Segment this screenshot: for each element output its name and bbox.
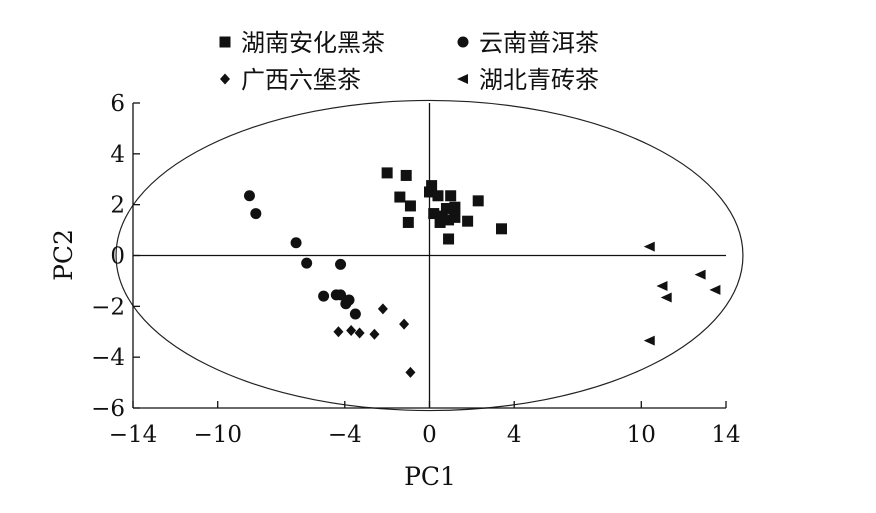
x-tick-label: −14 — [109, 422, 158, 448]
y-tick-label: −4 — [91, 345, 125, 371]
legend-label: 广西六堡茶 — [241, 66, 361, 94]
data-point-square — [449, 201, 461, 213]
x-tick-label: 4 — [507, 422, 522, 448]
data-point-circle — [250, 208, 262, 220]
data-point-diamond — [399, 318, 410, 330]
x-tick-label: −4 — [328, 422, 362, 448]
confidence-ellipse-layer — [115, 99, 744, 412]
data-point-triangle-left — [694, 269, 706, 280]
data-point-diamond — [333, 326, 344, 338]
data-point-square — [449, 211, 461, 223]
data-point-diamond — [354, 327, 365, 339]
data-point-triangle-left — [643, 241, 655, 252]
x-tick-label: 0 — [422, 422, 437, 448]
legend-marker-circle — [457, 36, 469, 48]
x-tick-label: 14 — [711, 422, 740, 448]
y-tick-label: −6 — [91, 396, 125, 422]
confidence-ellipse — [115, 99, 744, 412]
y-tick-label: 0 — [110, 244, 125, 270]
legend-item: 云南普洱茶 — [457, 29, 599, 57]
data-point-circle — [335, 289, 347, 301]
data-point-square — [496, 223, 508, 235]
y-axis-title: PC2 — [49, 229, 78, 281]
x-tick-label: 10 — [627, 422, 656, 448]
series-circle-points — [243, 190, 361, 320]
data-point-square — [440, 202, 452, 214]
data-point-triangle-left — [656, 281, 668, 291]
legend-label: 云南普洱茶 — [479, 29, 599, 57]
series-diamond-points — [333, 303, 416, 378]
legend-label: 湖南安化黑茶 — [241, 29, 385, 57]
data-point-diamond — [377, 303, 388, 315]
data-point-square — [436, 210, 448, 222]
legend-marker-triangle-left — [457, 74, 468, 84]
legend-marker-square — [219, 36, 231, 48]
data-point-diamond — [346, 324, 357, 336]
data-point-square — [402, 216, 414, 228]
data-point-square — [400, 169, 412, 181]
x-axis-title: PC1 — [404, 462, 456, 491]
data-point-triangle-left — [709, 284, 721, 295]
y-tick-label: 4 — [110, 142, 125, 168]
data-point-square — [432, 190, 444, 202]
data-point-circle — [243, 190, 255, 202]
data-point-square — [394, 191, 406, 203]
data-point-diamond — [405, 366, 416, 378]
data-point-circle — [318, 290, 330, 302]
data-point-square — [443, 233, 455, 245]
legend-label: 湖北青砖茶 — [479, 66, 599, 94]
data-point-circle — [349, 308, 361, 320]
legend-marker-diamond — [220, 73, 230, 85]
data-point-square — [426, 180, 438, 192]
data-points — [243, 167, 721, 378]
series-triangle-left-points — [643, 241, 721, 346]
y-tick-label: −2 — [91, 294, 125, 320]
data-point-square — [434, 216, 446, 228]
data-point-square — [443, 214, 455, 226]
data-point-square — [445, 190, 457, 202]
data-point-triangle-left — [660, 292, 672, 303]
data-point-square — [381, 167, 393, 179]
data-point-circle — [290, 237, 302, 249]
data-point-square — [472, 195, 484, 207]
data-point-square — [424, 186, 435, 198]
legend-item: 湖南安化黑茶 — [219, 29, 385, 57]
axes: −14 −10 −4 0 4 10 14 6 4 2 0 −2 −4 −6 — [91, 91, 741, 448]
data-point-circle — [335, 258, 347, 270]
data-point-square — [404, 200, 416, 212]
data-point-circle — [340, 298, 352, 310]
data-point-triangle-left — [643, 335, 655, 346]
y-tick-label: 2 — [110, 193, 125, 219]
data-point-diamond — [369, 328, 380, 340]
data-point-square — [428, 208, 440, 220]
data-point-square — [462, 215, 474, 227]
y-tick-label: 6 — [110, 91, 125, 117]
x-tick-label: −10 — [193, 422, 242, 448]
data-point-circle — [301, 257, 313, 269]
legend-item: 广西六堡茶 — [220, 66, 361, 94]
legend-item: 湖北青砖茶 — [457, 66, 599, 94]
series-square-points — [381, 167, 508, 245]
